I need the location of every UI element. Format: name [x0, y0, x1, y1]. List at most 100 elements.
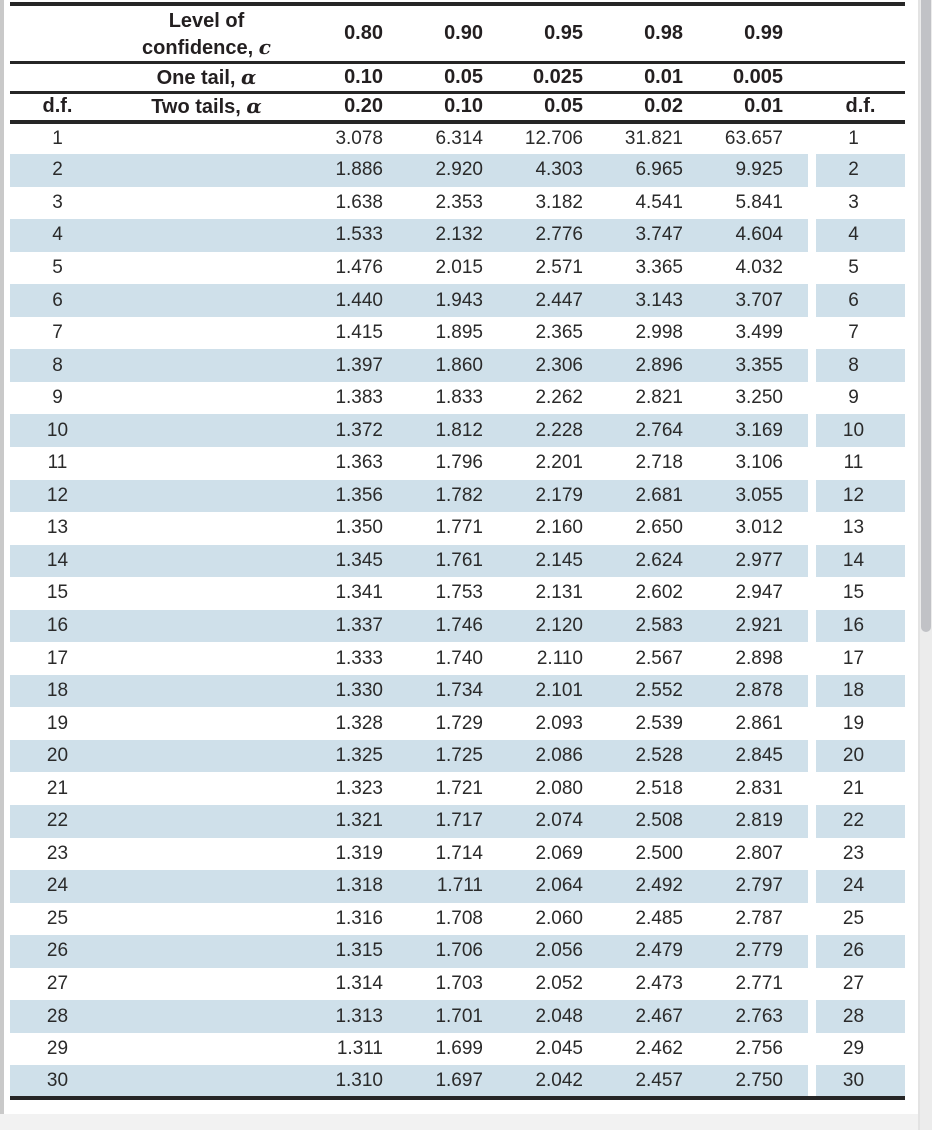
label-spacer — [105, 187, 308, 220]
t-value: 1.753 — [435, 582, 483, 604]
confidence-value: 0.98 — [608, 4, 708, 64]
t-value: 2.160 — [535, 517, 583, 539]
scrollbar-track[interactable] — [920, 0, 932, 1130]
t-value: 2.500 — [635, 842, 683, 864]
t-value: 1.313 — [308, 1000, 408, 1033]
t-value: 2.473 — [635, 972, 683, 994]
label-spacer — [105, 903, 308, 936]
t-value: 2.052 — [535, 972, 583, 994]
t-value: 3.055 — [708, 479, 808, 513]
t-value: 2.015 — [435, 256, 483, 278]
header-spacer — [816, 4, 905, 64]
df-right-value: 8 — [816, 349, 905, 382]
t-value: 2.508 — [608, 804, 708, 838]
t-value: 1.699 — [435, 1038, 483, 1060]
t-value: 2.819 — [708, 804, 808, 838]
df-header-left: d.f. — [10, 92, 105, 124]
column-gap — [808, 1000, 816, 1033]
t-value: 2.831 — [735, 777, 783, 799]
column-gap — [808, 512, 816, 545]
t-value: 3.355 — [708, 349, 808, 382]
label-spacer — [105, 577, 308, 610]
t-value: 2.069 — [535, 842, 583, 864]
df-left-value: 13 — [46, 517, 69, 539]
column-gap — [808, 284, 816, 317]
t-value: 1.703 — [435, 972, 483, 994]
t-value: 3.143 — [608, 284, 708, 317]
df-left-value: 14 — [10, 544, 105, 578]
t-value: 1.701 — [408, 1000, 508, 1033]
table-row: 26 1.315 1.706 2.056 2.479 2.779 26 — [10, 935, 905, 968]
t-value: 2.624 — [608, 544, 708, 578]
column-gap — [808, 544, 816, 578]
two-tails-value: 0.02 — [608, 92, 708, 124]
t-value: 9.925 — [708, 154, 808, 187]
table-row: 8 1.397 1.860 2.306 2.896 3.355 8 — [10, 349, 905, 382]
header-spacer — [10, 4, 105, 64]
t-value: 1.706 — [408, 935, 508, 968]
t-value: 1.323 — [335, 777, 383, 799]
df-right-value: 20 — [816, 739, 905, 773]
page-right-edge — [918, 0, 920, 1130]
df-right-value: 22 — [816, 804, 905, 838]
t-value: 2.763 — [708, 1000, 808, 1033]
t-value: 2.947 — [735, 582, 783, 604]
t-value: 1.943 — [408, 284, 508, 317]
df-left-value: 29 — [46, 1038, 69, 1060]
t-value: 63.657 — [724, 127, 783, 149]
two-tails-label-text: Two tails, — [151, 96, 247, 119]
one-tail-label-text: One tail, — [156, 67, 242, 89]
t-distribution-table: Level of confidence, c 0.80 0.90 0.95 0.… — [10, 2, 905, 1100]
t-value: 2.650 — [635, 517, 683, 539]
t-value: 1.833 — [435, 387, 483, 409]
column-gap — [808, 902, 816, 936]
one-tail-value: 0.005 — [708, 62, 808, 94]
t-value: 2.447 — [508, 284, 608, 317]
confidence-label-line1: Level of — [168, 10, 245, 32]
table-row: 29 1.311 1.699 2.045 2.462 2.756 29 — [10, 1032, 905, 1066]
table-row: 5 1.476 2.015 2.571 3.365 4.032 5 — [10, 251, 905, 285]
column-gap — [808, 316, 816, 350]
t-value: 2.086 — [508, 739, 608, 773]
table-row: 10 1.372 1.812 2.228 2.764 3.169 10 — [10, 414, 905, 447]
df-left-value: 4 — [10, 219, 105, 252]
column-gap — [808, 154, 816, 187]
label-spacer — [105, 219, 308, 252]
header-row-confidence: Level of confidence, c 0.80 0.90 0.95 0.… — [10, 4, 905, 64]
table-row: 12 1.356 1.782 2.179 2.681 3.055 12 — [10, 479, 905, 513]
t-value: 2.262 — [535, 387, 583, 409]
t-value: 2.571 — [535, 256, 583, 278]
alpha-symbol: α — [241, 65, 257, 89]
scrollbar-thumb[interactable] — [921, 0, 931, 632]
df-left-value: 7 — [52, 322, 63, 344]
t-value: 6.314 — [435, 127, 483, 149]
df-left-value: 26 — [10, 935, 105, 968]
t-value: 2.045 — [535, 1038, 583, 1060]
df-left-value: 23 — [46, 842, 69, 864]
df-left-value: 28 — [10, 1000, 105, 1033]
table-row: 25 1.316 1.708 2.060 2.485 2.787 25 — [10, 902, 905, 936]
df-right-value: 5 — [848, 256, 859, 278]
t-value: 1.812 — [408, 414, 508, 447]
label-spacer — [105, 382, 308, 415]
alpha-symbol: α — [246, 94, 262, 119]
t-value: 1.325 — [308, 739, 408, 773]
t-value: 2.977 — [708, 544, 808, 578]
label-spacer — [105, 674, 308, 708]
table-row: 27 1.314 1.703 2.052 2.473 2.771 27 — [10, 967, 905, 1001]
t-value: 2.306 — [508, 349, 608, 382]
t-value: 3.499 — [735, 322, 783, 344]
confidence-value: 0.80 — [308, 4, 408, 64]
t-value: 1.860 — [408, 349, 508, 382]
column-gap — [808, 62, 816, 94]
t-value: 1.638 — [335, 191, 383, 213]
t-value: 3.182 — [535, 191, 583, 213]
df-right-value: 6 — [816, 284, 905, 317]
df-left-value: 2 — [10, 154, 105, 187]
t-value: 2.457 — [608, 1065, 708, 1100]
column-gap — [808, 4, 816, 64]
df-right-value: 28 — [816, 1000, 905, 1033]
column-gap — [808, 804, 816, 838]
column-gap — [808, 609, 816, 643]
df-right-value: 21 — [842, 777, 865, 799]
